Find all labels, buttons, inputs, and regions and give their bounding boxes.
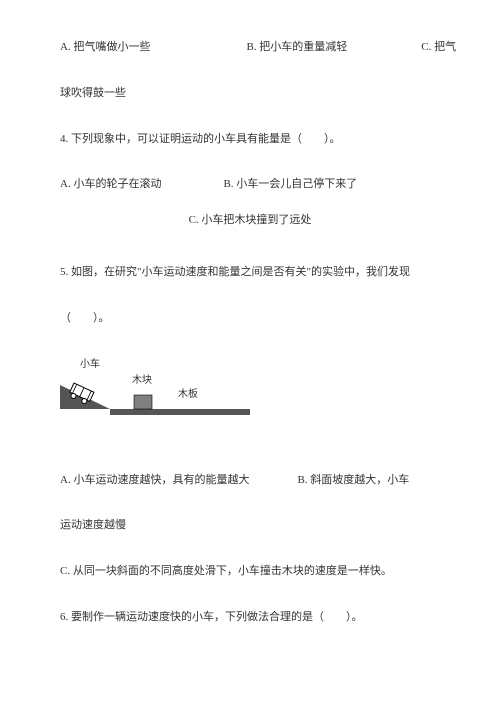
q4-options-line1: A. 小车的轮子在滚动 B. 小车一会儿自己停下来了 [60,175,440,195]
q5-stem-line1: 5. 如图，在研究"小车运动速度和能量之间是否有关"的实验中，我们发现 [60,263,440,283]
spacer [347,38,421,58]
q4-option-b: B. 小车一会儿自己停下来了 [223,175,357,195]
spacer [249,471,297,491]
q5-diagram: 小车 木块 木板 [60,355,440,445]
q3-options-line1: A. 把气嘴做小一些 B. 把小车的重量减轻 C. 把气 [60,38,440,58]
ramp-diagram-svg: 小车 木块 木板 [60,355,260,445]
wood-block [134,395,152,409]
q5-option-b-part1: B. 斜面坡度越大，小车 [297,471,409,491]
q4-stem: 4. 下列现象中，可以证明运动的小车具有能量是（ ）。 [60,130,440,150]
q5-stem-line2: （ ）。 [60,309,440,329]
q4-option-c: C. 小车把木块撞到了远处 [60,211,440,231]
spacer [161,175,223,195]
q5-options-line1: A. 小车运动速度越快，具有的能量越大 B. 斜面坡度越大，小车 [60,471,440,491]
label-board: 木板 [178,387,198,400]
q3-option-a: A. 把气嘴做小一些 [60,38,150,58]
q4-option-a: A. 小车的轮子在滚动 [60,175,161,195]
q3-option-c-part1: C. 把气 [421,38,456,58]
q5-option-b-part2: 运动速度越慢 [60,516,440,536]
q3-option-c-part2: 球吹得鼓一些 [60,84,440,104]
q5-option-c: C. 从同一块斜面的不同高度处滑下，小车撞击木块的速度是一样快。 [60,562,440,582]
board-rect [110,409,250,415]
spacer [150,38,246,58]
q5-option-a: A. 小车运动速度越快，具有的能量越大 [60,471,249,491]
q3-option-b: B. 把小车的重量减轻 [246,38,347,58]
label-cart: 小车 [80,357,100,370]
label-block: 木块 [132,374,152,386]
q6-stem: 6. 要制作一辆运动速度快的小车，下列做法合理的是（ ）。 [60,608,440,628]
